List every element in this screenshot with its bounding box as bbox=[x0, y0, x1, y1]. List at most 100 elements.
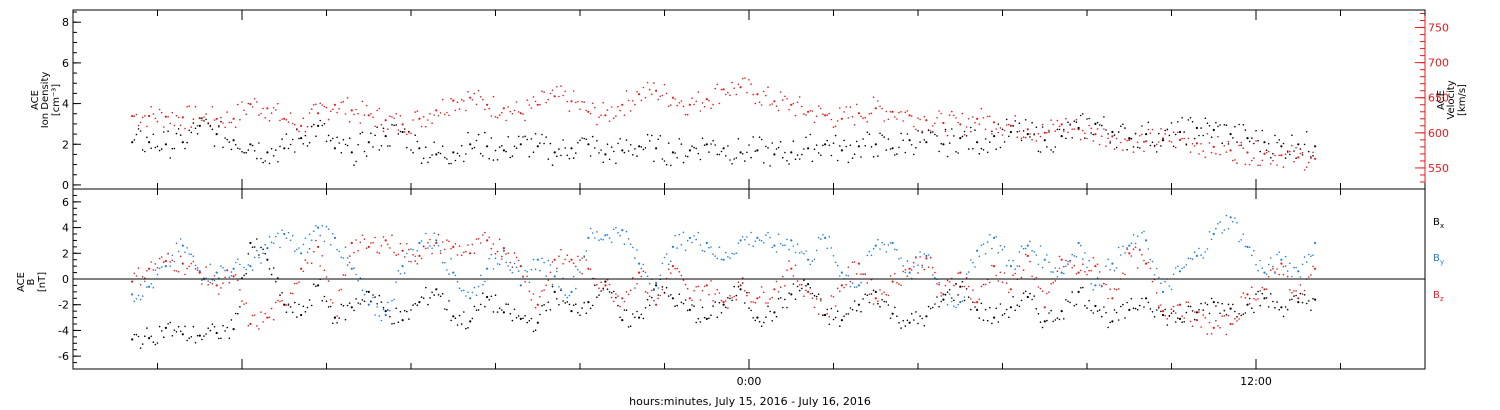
density-dot bbox=[522, 136, 524, 138]
by-dot bbox=[839, 275, 841, 277]
density-dot bbox=[606, 143, 609, 145]
bz-dot bbox=[613, 300, 615, 303]
density-point bbox=[874, 143, 877, 146]
bx-dot bbox=[963, 299, 966, 302]
velocity-dot bbox=[133, 115, 136, 117]
velocity-point bbox=[790, 103, 793, 106]
velocity-dot bbox=[904, 111, 907, 114]
bx-dot bbox=[910, 312, 913, 315]
velocity-dot bbox=[752, 93, 754, 96]
velocity-dot bbox=[1063, 130, 1065, 132]
by-point bbox=[164, 265, 167, 268]
density-dot bbox=[1217, 125, 1219, 128]
density-dot bbox=[665, 163, 668, 166]
bx-point bbox=[655, 284, 658, 287]
bz-dot bbox=[1029, 260, 1031, 263]
bx-dot bbox=[898, 321, 900, 324]
velocity-dot bbox=[302, 117, 305, 120]
by-dot bbox=[420, 240, 423, 242]
bz-dot bbox=[346, 264, 349, 266]
bx-dot bbox=[534, 329, 537, 332]
field-tick-label: 6 bbox=[62, 196, 69, 209]
bx-dot bbox=[412, 304, 414, 306]
density-point bbox=[384, 135, 387, 138]
density-point bbox=[350, 151, 353, 154]
velocity-dot bbox=[568, 110, 571, 112]
velocity-dot bbox=[600, 114, 602, 116]
velocity-point bbox=[536, 103, 539, 106]
by-dot bbox=[387, 301, 389, 304]
velocity-dot bbox=[1267, 150, 1270, 153]
density-dot bbox=[1293, 150, 1295, 152]
density-dot bbox=[336, 136, 338, 139]
bz-point bbox=[773, 288, 776, 291]
bx-dot bbox=[1041, 326, 1044, 329]
by-dot bbox=[1270, 257, 1272, 259]
bz-dot bbox=[678, 271, 681, 273]
bx-dot bbox=[496, 311, 499, 313]
bz-dot bbox=[1050, 283, 1052, 285]
bx-dot bbox=[186, 339, 188, 342]
velocity-axis-label-line1: ACE bbox=[1436, 90, 1447, 110]
bx-dot bbox=[245, 272, 247, 275]
density-dot bbox=[188, 129, 190, 132]
by-dot bbox=[1073, 255, 1076, 257]
velocity-dot bbox=[1282, 166, 1285, 168]
bz-dot bbox=[598, 287, 600, 290]
by-dot bbox=[194, 264, 197, 267]
bz-point bbox=[671, 265, 675, 268]
bx-point bbox=[519, 317, 522, 320]
bz-dot bbox=[896, 281, 898, 284]
by-dot bbox=[310, 239, 313, 241]
bx-dot bbox=[218, 337, 220, 340]
density-dot bbox=[691, 145, 693, 147]
by-dot bbox=[158, 267, 161, 270]
bz-dot bbox=[1261, 286, 1264, 289]
bz-dot bbox=[361, 234, 364, 237]
density-dot bbox=[1126, 148, 1128, 151]
velocity-dot bbox=[862, 117, 864, 119]
bx-dot bbox=[953, 299, 955, 302]
bx-dot bbox=[1075, 303, 1078, 306]
density-dot bbox=[203, 120, 205, 122]
by-dot bbox=[382, 308, 385, 311]
x-axis-label: hours:minutes, July 15, 2016 - July 16, … bbox=[629, 395, 871, 408]
bz-dot bbox=[473, 252, 476, 254]
by-dot bbox=[710, 246, 712, 248]
velocity-point bbox=[367, 114, 370, 117]
density-point bbox=[232, 139, 235, 142]
velocity-point bbox=[148, 114, 151, 118]
by-dot bbox=[1293, 266, 1295, 269]
bz-dot bbox=[1022, 269, 1025, 271]
velocity-tick-label: 650 bbox=[1428, 92, 1449, 105]
bz-dot bbox=[600, 281, 602, 284]
density-dot bbox=[158, 149, 161, 152]
velocity-dot bbox=[963, 134, 966, 136]
bx-dot bbox=[951, 297, 953, 299]
bx-dot bbox=[860, 310, 862, 313]
bx-dot bbox=[792, 283, 795, 285]
by-dot bbox=[530, 268, 533, 271]
bx-dot bbox=[1126, 301, 1128, 304]
velocity-dot bbox=[651, 93, 653, 95]
bx-dot bbox=[1098, 309, 1101, 311]
velocity-dot bbox=[686, 113, 689, 116]
velocity-dot bbox=[995, 128, 997, 130]
bz-dot bbox=[589, 268, 592, 271]
velocity-point bbox=[807, 110, 810, 113]
density-dot bbox=[866, 131, 869, 134]
density-dot bbox=[1003, 141, 1006, 143]
density-dot bbox=[828, 144, 831, 147]
bx-dot bbox=[680, 301, 683, 304]
bx-dot bbox=[416, 304, 419, 307]
bx-dot bbox=[598, 294, 600, 296]
by-dot bbox=[568, 294, 571, 297]
density-dot bbox=[670, 164, 672, 167]
bx-point bbox=[350, 306, 353, 309]
bz-point bbox=[317, 245, 320, 248]
bz-dot bbox=[1012, 274, 1014, 277]
density-dot bbox=[530, 138, 533, 140]
bz-point bbox=[350, 241, 353, 245]
bz-dot bbox=[866, 282, 869, 284]
density-dot bbox=[391, 124, 393, 126]
